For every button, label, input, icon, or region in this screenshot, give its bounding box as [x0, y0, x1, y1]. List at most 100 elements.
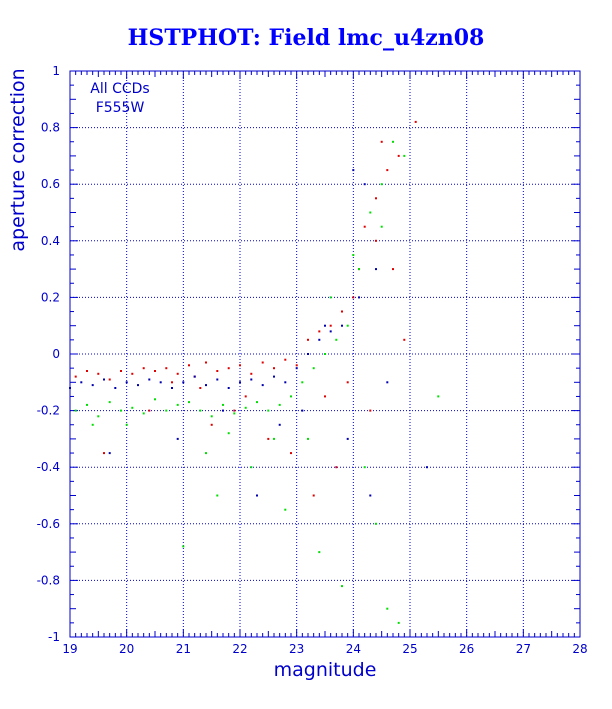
data-point — [369, 494, 372, 497]
data-point — [352, 169, 355, 172]
data-point — [108, 378, 111, 381]
data-point — [386, 381, 389, 384]
chart-title: HSTPHOT: Field lmc_u4zn08 — [128, 25, 485, 51]
y-tick-labels: -1 -0.8 -0.6 -0.4 -0.2 0 0.2 0.4 0.6 0.8 1 — [37, 64, 60, 644]
data-point — [386, 607, 389, 610]
y-tick-label: 0.8 — [41, 121, 60, 135]
data-point — [318, 338, 321, 341]
data-point — [392, 268, 394, 271]
data-point — [363, 466, 366, 469]
data-point — [273, 375, 275, 378]
data-point — [205, 384, 207, 387]
data-point — [329, 330, 332, 333]
data-point — [341, 324, 343, 327]
data-point — [392, 140, 394, 143]
data-point — [307, 338, 309, 341]
data-point — [352, 254, 355, 256]
data-point — [205, 361, 207, 364]
data-point — [256, 494, 258, 497]
data-point — [137, 384, 139, 387]
data-point — [154, 398, 156, 401]
data-point — [301, 381, 304, 384]
data-point — [358, 268, 360, 271]
data-point — [335, 466, 338, 469]
data-point — [318, 330, 321, 333]
data-point — [176, 437, 179, 440]
data-point — [125, 423, 128, 426]
data-point — [324, 353, 326, 355]
data-point — [346, 437, 349, 440]
y-tick-label: 0.6 — [41, 177, 60, 191]
data-point — [86, 370, 88, 372]
data-point — [239, 364, 241, 367]
data-point — [341, 585, 343, 588]
data-point — [103, 452, 105, 455]
data-point — [120, 370, 122, 372]
data-point — [307, 353, 309, 355]
y-tick-label: 1 — [52, 64, 60, 78]
data-point — [114, 387, 117, 389]
annotation-ccds: All CCDs — [90, 81, 149, 97]
data-point — [363, 183, 366, 186]
data-point — [250, 378, 253, 381]
x-tick-label: 21 — [176, 642, 191, 656]
data-point — [250, 466, 253, 469]
data-point — [216, 494, 219, 497]
data-point — [210, 423, 213, 426]
data-point — [261, 384, 264, 387]
x-tick-label: 24 — [346, 642, 361, 656]
x-tick-label: 27 — [516, 642, 531, 656]
data-point — [250, 372, 253, 375]
data-point — [222, 409, 224, 412]
data-point — [148, 409, 151, 412]
y-tick-label: 0 — [52, 347, 60, 361]
data-point — [295, 367, 298, 370]
data-point — [182, 545, 185, 548]
y-tick-label: -0.6 — [37, 517, 60, 531]
data-point — [159, 381, 162, 384]
data-point — [97, 415, 100, 418]
data-point — [403, 154, 406, 157]
data-point — [284, 358, 287, 361]
data-point — [131, 372, 134, 375]
data-point — [380, 140, 383, 143]
data-point — [261, 361, 264, 364]
data-point — [131, 406, 134, 409]
data-point — [182, 381, 185, 384]
data-point — [324, 324, 326, 327]
x-axis-label: magnitude — [274, 659, 377, 681]
data-point — [295, 364, 298, 367]
data-point — [346, 324, 349, 327]
x-tick-label: 23 — [289, 642, 304, 656]
data-point — [210, 415, 213, 418]
data-point — [369, 409, 372, 412]
x-tick-label: 26 — [459, 642, 474, 656]
data-point — [69, 387, 71, 389]
data-point — [165, 409, 168, 412]
data-point — [346, 381, 349, 384]
data-point — [108, 452, 111, 455]
data-point — [437, 395, 440, 398]
x-tick-label: 28 — [572, 642, 587, 656]
data-point — [267, 437, 270, 440]
data-point — [375, 268, 377, 271]
data-point — [199, 409, 202, 412]
data-point — [352, 296, 355, 299]
data-point — [318, 551, 321, 554]
data-point — [233, 412, 236, 415]
data-point — [171, 387, 173, 389]
data-point — [284, 508, 287, 511]
data-point — [176, 372, 179, 375]
data-point — [97, 372, 100, 375]
data-point — [74, 409, 77, 412]
data-point — [142, 367, 145, 370]
data-points — [69, 120, 440, 624]
data-point — [165, 367, 168, 370]
x-tick-label: 22 — [232, 642, 247, 656]
data-point — [358, 296, 360, 299]
y-tick-label: 0.4 — [41, 234, 60, 248]
axis-ticks — [69, 70, 581, 638]
y-tick-label: -1 — [48, 630, 60, 644]
data-point — [222, 403, 224, 406]
data-point — [329, 296, 332, 299]
